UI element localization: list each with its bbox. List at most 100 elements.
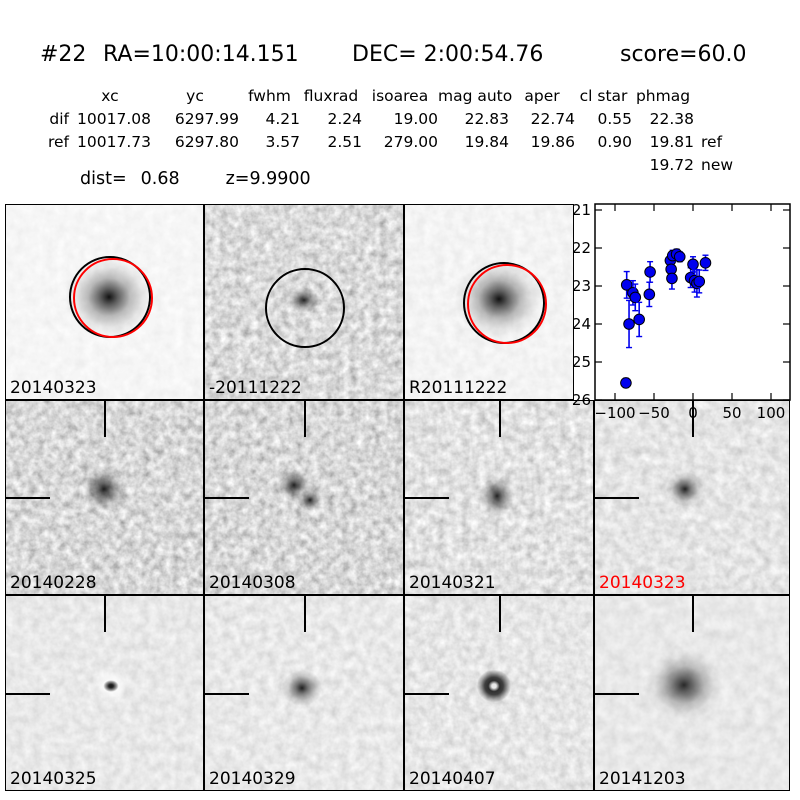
- panel-date-label: 20140228: [10, 573, 97, 593]
- cell-aper: 22.74: [530, 110, 575, 128]
- cell-aper: 19.86: [530, 133, 575, 151]
- panel-epoch-20140325: 20140325: [5, 595, 204, 791]
- crosshair-tick-top: [104, 596, 106, 632]
- y-tick-label: 23: [572, 277, 591, 295]
- panel-epoch-20140323-current: 20140323: [594, 400, 790, 595]
- crosshair-tick-left: [205, 693, 249, 695]
- panel-date-label: 20141203: [599, 769, 686, 789]
- cell-isoarea: 279.00: [383, 133, 438, 151]
- data-point: [633, 313, 645, 326]
- panel-date-label: 20140325: [10, 769, 97, 789]
- y-tick-label: 25: [572, 353, 591, 371]
- x-tick-label: 100: [757, 404, 786, 422]
- cell-phmag-new-suffix: new: [701, 156, 734, 174]
- crosshair-tick-top: [692, 401, 694, 437]
- panel-date-label: 20140329: [209, 769, 296, 789]
- crosshair-tick-top: [304, 401, 306, 437]
- panel-epoch-20140407: 20140407: [404, 595, 594, 791]
- col-spacer: [35, 87, 69, 105]
- panel-epoch-20140321: 20140321: [404, 400, 594, 595]
- crosshair-tick-left: [405, 497, 449, 499]
- col-header-xc: xc: [101, 87, 119, 105]
- panel-new-image: 20140323: [5, 204, 204, 400]
- cell-fluxrad: 2.24: [327, 110, 362, 128]
- y-tick-label: 22: [572, 239, 591, 257]
- data-point: [673, 250, 686, 263]
- cell-magauto: 19.84: [464, 133, 509, 151]
- crosshair-tick-top: [304, 596, 306, 632]
- crosshair-tick-top: [104, 401, 106, 437]
- y-tick-label: 21: [572, 202, 591, 219]
- data-point: [623, 318, 635, 330]
- table-row-ref: ref 10017.73 6297.80 3.57 2.51 279.00 19…: [35, 133, 722, 151]
- cell-clstar: 0.55: [597, 110, 632, 128]
- data-point: [666, 272, 678, 285]
- source-blob: [472, 665, 516, 707]
- panel-ref-image: R20111222: [404, 204, 574, 400]
- panel-date-label: 20140323: [10, 378, 97, 398]
- aperture-circle-black: [265, 268, 345, 348]
- panel-date-label: 20140308: [209, 573, 296, 593]
- crosshair-tick-left: [6, 497, 50, 499]
- x-tick-label: −100: [594, 404, 635, 422]
- data-point: [699, 257, 712, 269]
- panel-date-label: -20111222: [209, 378, 302, 398]
- cell-phmag: 19.81: [649, 133, 694, 151]
- panel-date-label: 20140323: [599, 573, 686, 593]
- panel-date-label: 20140321: [409, 573, 496, 593]
- x-tick-label: 50: [722, 404, 741, 422]
- panel-epoch-20140329: 20140329: [204, 595, 404, 791]
- col-header-yc: yc: [186, 87, 204, 105]
- dec-value: DEC= 2:00:54.76: [352, 42, 544, 67]
- cell-fluxrad: 2.51: [327, 133, 362, 151]
- panel-epoch-20140228: 20140228: [5, 400, 204, 595]
- col-header-isoarea: isoarea: [371, 87, 429, 105]
- crosshair-tick-top: [499, 401, 501, 437]
- row-label: dif: [49, 110, 69, 128]
- source-blob: [659, 465, 711, 513]
- cell-fwhm: 4.21: [265, 110, 300, 128]
- crosshair-tick-left: [205, 497, 249, 499]
- dist-z-row: dist= 0.68 z=9.9900: [80, 169, 311, 189]
- candidate-id: #22: [40, 42, 87, 67]
- lightcurve-plot: −100 −50 0 50 100 21 22 23 24 25 26: [572, 202, 791, 422]
- table-header-row: xc yc fwhm fluxrad isoarea mag auto aper…: [35, 87, 694, 105]
- crosshair-tick-left: [595, 693, 639, 695]
- cell-yc: 6297.99: [174, 110, 239, 128]
- aperture-circle-red: [467, 264, 547, 344]
- data-point: [620, 279, 633, 291]
- data-point: [620, 377, 632, 389]
- y-tick-label: 26: [572, 391, 591, 409]
- source-blob: [293, 485, 327, 515]
- cell-fwhm: 3.57: [265, 133, 300, 151]
- col-header-fluxrad: fluxrad: [303, 87, 359, 105]
- panel-date-label: 20140407: [409, 769, 496, 789]
- panel-date-label: R20111222: [409, 378, 508, 398]
- crosshair-tick-left: [6, 693, 50, 695]
- y-tick-label: 24: [572, 315, 591, 333]
- x-tick-label: 0: [688, 404, 698, 422]
- source-blob: [102, 679, 120, 693]
- panel-ref-subtraction: -20111222: [204, 204, 404, 400]
- table-row-dif: dif 10017.08 6297.99 4.21 2.24 19.00 22.…: [35, 110, 694, 128]
- source-blob: [473, 468, 521, 524]
- crosshair-tick-top: [692, 596, 694, 632]
- ra-value: RA=10:00:14.151: [103, 42, 299, 67]
- cell-xc: 10017.73: [77, 133, 151, 151]
- cell-clstar: 0.90: [597, 133, 632, 151]
- data-point: [629, 291, 642, 304]
- x-tick-label: −50: [638, 404, 670, 422]
- cell-phmag-new: 19.72: [649, 156, 694, 174]
- score-value: score=60.0: [620, 42, 747, 67]
- data-point: [643, 288, 656, 301]
- data-point: [644, 266, 656, 278]
- dist-value: 0.68: [140, 169, 180, 189]
- panel-epoch-20140308: 20140308: [204, 400, 404, 595]
- source-blob: [274, 663, 330, 713]
- col-header-phmag: phmag: [635, 87, 691, 105]
- col-header-fwhm: fwhm: [248, 87, 291, 105]
- col-header-magauto: mag auto: [438, 87, 513, 105]
- z-value: z=9.9900: [225, 169, 311, 189]
- crosshair-tick-top: [499, 596, 501, 632]
- table-row-newmag: 19.72 new: [597, 156, 733, 174]
